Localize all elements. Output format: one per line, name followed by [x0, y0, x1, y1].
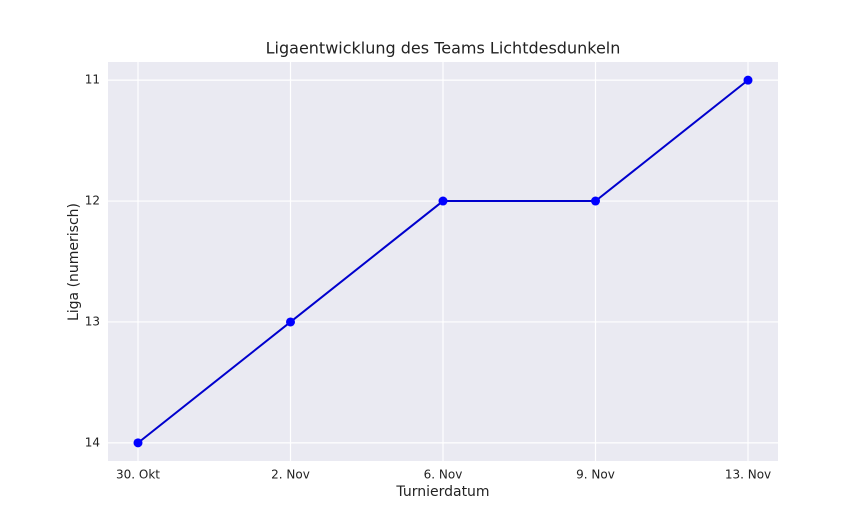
x-tick-label: 9. Nov: [576, 468, 615, 482]
y-tick-label: 11: [85, 73, 100, 87]
y-tick-label: 13: [85, 314, 100, 328]
x-tick-label: 2. Nov: [271, 468, 310, 482]
marker: [133, 438, 143, 448]
marker: [591, 196, 600, 206]
x-tick-label: 13. Nov: [725, 468, 771, 482]
y-tick-label: 14: [85, 435, 100, 449]
marker: [438, 196, 448, 206]
marker: [286, 317, 295, 327]
marker: [743, 75, 753, 85]
y-tick-label: 12: [85, 194, 100, 208]
x-tick-label: 30. Okt: [116, 468, 160, 482]
x-tick-label: 6. Nov: [424, 468, 463, 482]
x-axis-label: Turnierdatum: [395, 484, 489, 500]
chart-title: Ligaentwicklung des Teams Lichtdesdunkel…: [266, 39, 621, 58]
y-axis-label: Liga (numerisch): [66, 203, 82, 321]
